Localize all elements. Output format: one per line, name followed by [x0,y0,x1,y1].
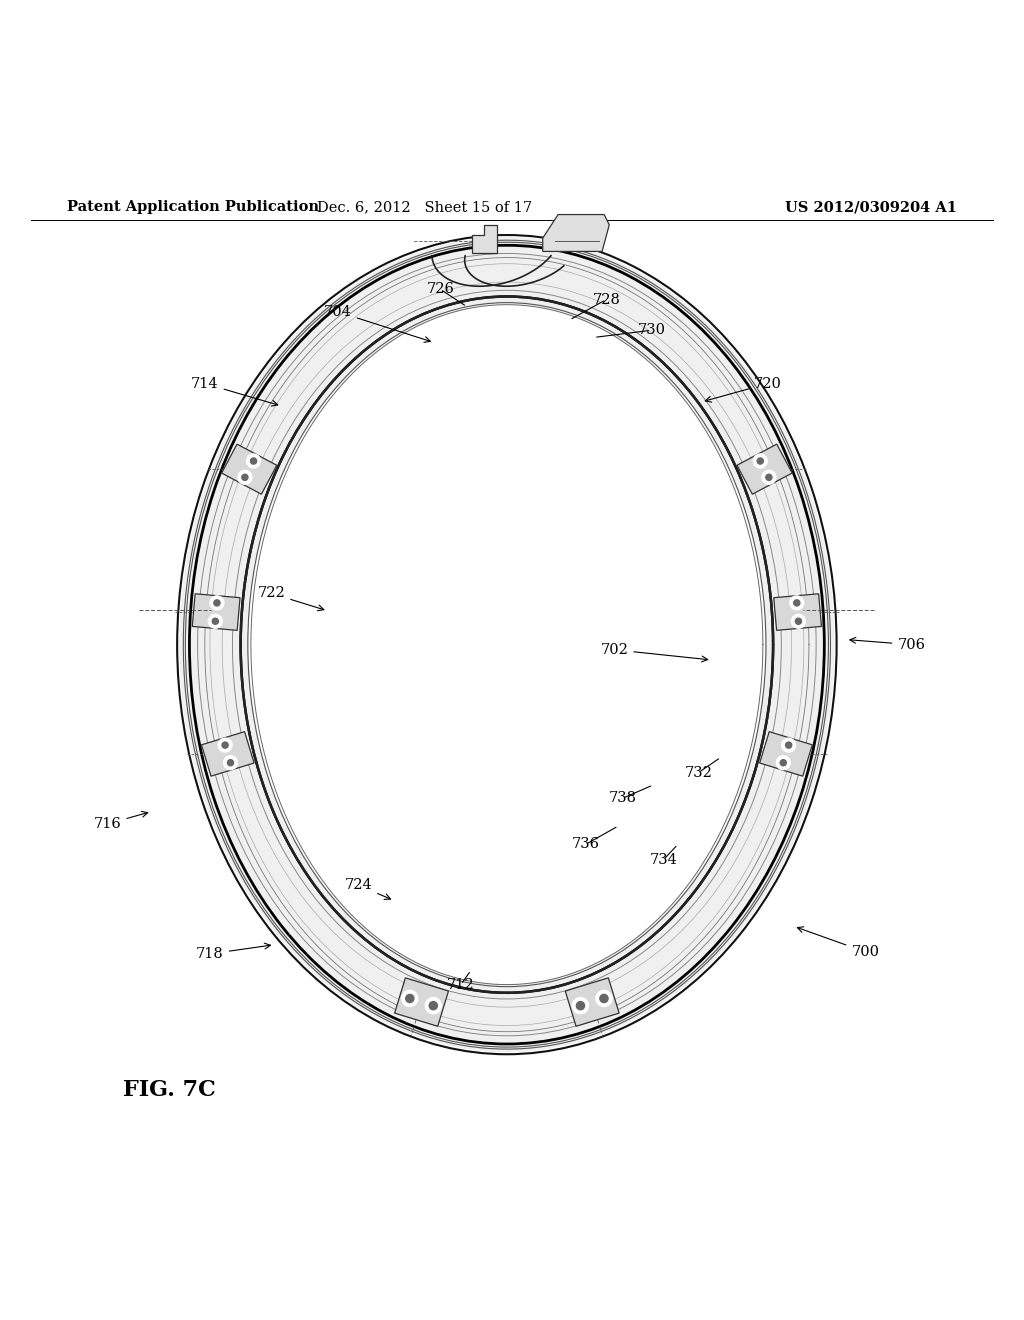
Text: 700: 700 [798,927,880,958]
Circle shape [429,1002,437,1010]
Polygon shape [737,444,793,494]
Polygon shape [221,444,276,494]
Text: 706: 706 [850,638,926,652]
Circle shape [792,614,806,628]
Circle shape [251,458,257,465]
Circle shape [753,454,767,469]
Circle shape [766,474,772,480]
Circle shape [242,474,248,480]
Text: Dec. 6, 2012   Sheet 15 of 17: Dec. 6, 2012 Sheet 15 of 17 [317,201,532,214]
Polygon shape [543,215,609,251]
Text: 716: 716 [93,812,147,830]
Polygon shape [565,978,620,1026]
Text: 732: 732 [684,766,713,780]
Text: 722: 722 [257,586,324,611]
Circle shape [780,759,786,766]
Text: 728: 728 [592,293,621,306]
Circle shape [600,994,608,1003]
Circle shape [247,454,261,469]
Text: 730: 730 [637,323,666,338]
Polygon shape [394,978,449,1026]
Circle shape [790,595,804,610]
Circle shape [222,742,228,748]
Circle shape [762,470,776,484]
Circle shape [401,990,418,1007]
Polygon shape [193,594,240,631]
Circle shape [776,755,791,770]
Text: 704: 704 [324,305,430,342]
Circle shape [785,742,792,748]
Circle shape [572,998,589,1014]
Text: 702: 702 [600,643,708,661]
Polygon shape [760,731,812,776]
Circle shape [227,759,233,766]
Circle shape [208,614,222,628]
Text: 720: 720 [706,376,782,403]
Circle shape [596,990,612,1007]
Polygon shape [202,731,254,776]
Circle shape [223,755,238,770]
Circle shape [796,618,802,624]
Text: 736: 736 [571,837,600,851]
Circle shape [425,998,441,1014]
Text: 738: 738 [608,791,637,805]
Circle shape [781,738,796,752]
Text: FIG. 7C: FIG. 7C [123,1078,215,1101]
Text: 734: 734 [649,853,678,867]
Polygon shape [472,224,497,253]
Ellipse shape [249,305,765,985]
Text: US 2012/0309204 A1: US 2012/0309204 A1 [785,201,957,214]
Polygon shape [774,594,821,631]
Text: 718: 718 [196,944,270,961]
Circle shape [214,599,220,606]
Text: 724: 724 [344,878,390,899]
Ellipse shape [179,238,835,1052]
Circle shape [238,470,252,484]
Circle shape [757,458,763,465]
Circle shape [212,618,218,624]
Text: 726: 726 [426,282,455,296]
Circle shape [794,599,800,606]
Text: Patent Application Publication: Patent Application Publication [67,201,318,214]
Circle shape [218,738,232,752]
Circle shape [406,994,414,1003]
Text: 712: 712 [447,978,474,991]
Text: 714: 714 [191,376,278,407]
Circle shape [210,595,224,610]
Circle shape [577,1002,585,1010]
